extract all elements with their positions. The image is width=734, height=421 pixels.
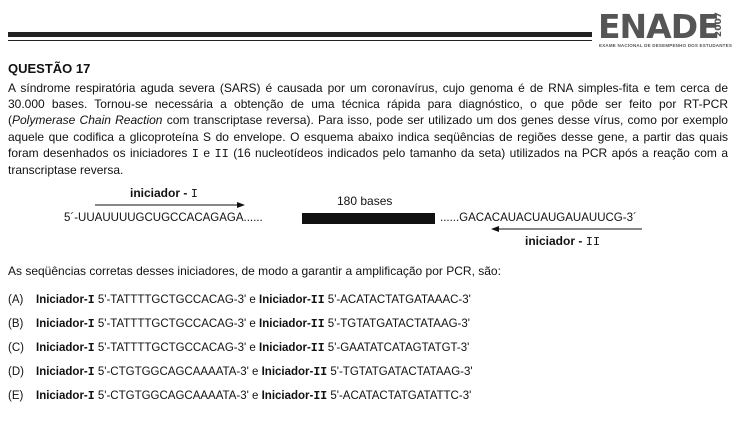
- primer-ii-name: Iniciador-: [259, 342, 311, 354]
- primer-ii-seq: 5'-ACATACTATGATAAAC-3': [324, 294, 471, 306]
- option-text: Iniciador-I 5'-CTGTGGCAGCAAAATA-3' e Ini…: [36, 390, 471, 403]
- question-intro: A síndrome respiratória aguda severa (SA…: [8, 80, 728, 178]
- option-b[interactable]: (B) Iniciador-I 5'-TATTTTGCTGCCACAG-3' e…: [8, 318, 728, 342]
- answer-options: (A) Iniciador-I 5'-TATTTTGCTGCCACAG-3' e…: [8, 294, 728, 414]
- option-text: Iniciador-I 5'-TATTTTGCTGCCACAG-3' e Ini…: [36, 318, 470, 331]
- primer-i-num: I: [87, 294, 95, 307]
- conjunction: e: [252, 366, 259, 378]
- primer-i-seq: 5'-TATTTTGCTGCCACAG-3': [94, 318, 250, 330]
- primer-i-seq: 5'-TATTTTGCTGCCACAG-3': [94, 342, 250, 354]
- primer-i-label: iniciador - I: [130, 186, 198, 201]
- option-text: Iniciador-I 5'-TATTTTGCTGCCACAG-3' e Ini…: [36, 342, 469, 355]
- primer-ii-num: II: [310, 318, 325, 331]
- primer-i-label-num: I: [190, 187, 198, 201]
- question-prompt: As seqüências corretas desses iniciadore…: [8, 264, 501, 278]
- sequence-right: ......GACACAUACUAUGAUAUUCG-3´: [440, 212, 637, 224]
- primer-i-num: I: [87, 342, 95, 355]
- intro-text-4: (16 nucleotídeos indicados pelo tamanho …: [8, 145, 728, 178]
- option-c[interactable]: (C) Iniciador-I 5'-TATTTTGCTGCCACAG-3' e…: [8, 342, 728, 366]
- primer-i-num: I: [87, 318, 95, 331]
- option-d[interactable]: (D) Iniciador-I 5'-CTGTGGCAGCAAAATA-3' e…: [8, 366, 728, 390]
- bases-label: 180 bases: [337, 194, 393, 208]
- primer-arrows: [95, 202, 642, 232]
- header-rule-thin: [8, 40, 592, 41]
- primer-i-num: I: [87, 366, 95, 379]
- enade-logo: ENADE: [598, 7, 720, 46]
- conjunction: e: [249, 342, 256, 354]
- gene-diagram: iniciador - I 180 bases 5´-UUAUUUUGCUGCC…: [0, 186, 734, 256]
- option-e[interactable]: (E) Iniciador-I 5'-CTGTGGCAGCAAAATA-3' e…: [8, 390, 728, 414]
- option-letter: (C): [8, 342, 24, 354]
- primer-ii-label-text: iniciador -: [525, 234, 586, 248]
- primer-ii-num: II: [310, 294, 325, 307]
- option-letter: (E): [8, 390, 24, 402]
- intro-italic: Polymerase Chain Reaction: [12, 113, 163, 128]
- option-letter: (D): [8, 366, 24, 378]
- header-rule-thick: [8, 32, 592, 37]
- primer-ii-label-num: II: [585, 235, 601, 249]
- conjunction: e: [252, 390, 259, 402]
- primer-i-name: Iniciador-: [36, 342, 88, 354]
- primer-ii-name: Iniciador-: [259, 294, 311, 306]
- option-a[interactable]: (A) Iniciador-I 5'-TATTTTGCTGCCACAG-3' e…: [8, 294, 728, 318]
- option-letter: (A): [8, 294, 24, 306]
- option-letter: (B): [8, 318, 24, 330]
- primer-i-name: Iniciador-: [36, 390, 88, 402]
- logo-subtitle: EXAME NACIONAL DE DESEMPENHO DOS ESTUDAN…: [599, 43, 733, 48]
- conjunction: e: [249, 318, 256, 330]
- primer-ii-arrowhead: [491, 226, 499, 232]
- primer-ii-seq: 5'-TGTATGATACTATAAG-3': [327, 366, 473, 378]
- primer-i-seq: 5'-CTGTGGCAGCAAAATA-3': [94, 366, 252, 378]
- primer-ii-num: II: [313, 366, 328, 379]
- intro-text-2: com transcriptase reversa). Para isso, p…: [8, 113, 728, 160]
- intro-text-1: A síndrome respiratória aguda severa (SA…: [8, 81, 728, 128]
- primer-ii-num: II: [310, 342, 325, 355]
- primer-i-seq: 5'-CTGTGGCAGCAAAATA-3': [94, 390, 252, 402]
- sequence-left: 5´-UUAUUUUGCUGCCACAGAGA......: [64, 212, 263, 224]
- conjunction: e: [249, 294, 256, 306]
- intro-primer-i: I: [191, 146, 199, 161]
- primer-ii-label: iniciador - II: [525, 234, 600, 249]
- intro-text-3: e: [198, 145, 215, 160]
- primer-ii-name: Iniciador-: [259, 318, 311, 330]
- option-text: Iniciador-I 5'-TATTTTGCTGCCACAG-3' e Ini…: [36, 294, 471, 307]
- primer-ii-name: Iniciador-: [261, 366, 314, 378]
- gene-region-bar: [302, 213, 435, 224]
- primer-ii-num: II: [313, 390, 328, 403]
- question-title: QUESTÃO 17: [8, 61, 91, 76]
- primer-i-label-text: iniciador -: [130, 186, 191, 200]
- primer-i-seq: 5'-TATTTTGCTGCCACAG-3': [94, 294, 250, 306]
- option-text: Iniciador-I 5'-CTGTGGCAGCAAAATA-3' e Ini…: [36, 366, 473, 379]
- primer-ii-seq: 5'-ACATACTATGATATTC-3': [327, 390, 472, 402]
- primer-i-name: Iniciador-: [36, 366, 88, 378]
- primer-ii-name: Iniciador-: [261, 390, 314, 402]
- primer-i-arrowhead: [237, 202, 245, 208]
- primer-i-num: I: [87, 390, 95, 403]
- page-header: ENADE 2007 EXAME NACIONAL DE DESEMPENHO …: [0, 0, 734, 56]
- intro-primer-ii: II: [214, 146, 229, 161]
- logo-year: 2007: [714, 12, 724, 38]
- primer-i-name: Iniciador-: [36, 318, 88, 330]
- primer-ii-seq: 5'-GAATATCATAGTATGT-3': [324, 342, 470, 354]
- primer-ii-seq: 5'-TGTATGATACTATAAG-3': [324, 318, 470, 330]
- primer-i-name: Iniciador-: [36, 294, 88, 306]
